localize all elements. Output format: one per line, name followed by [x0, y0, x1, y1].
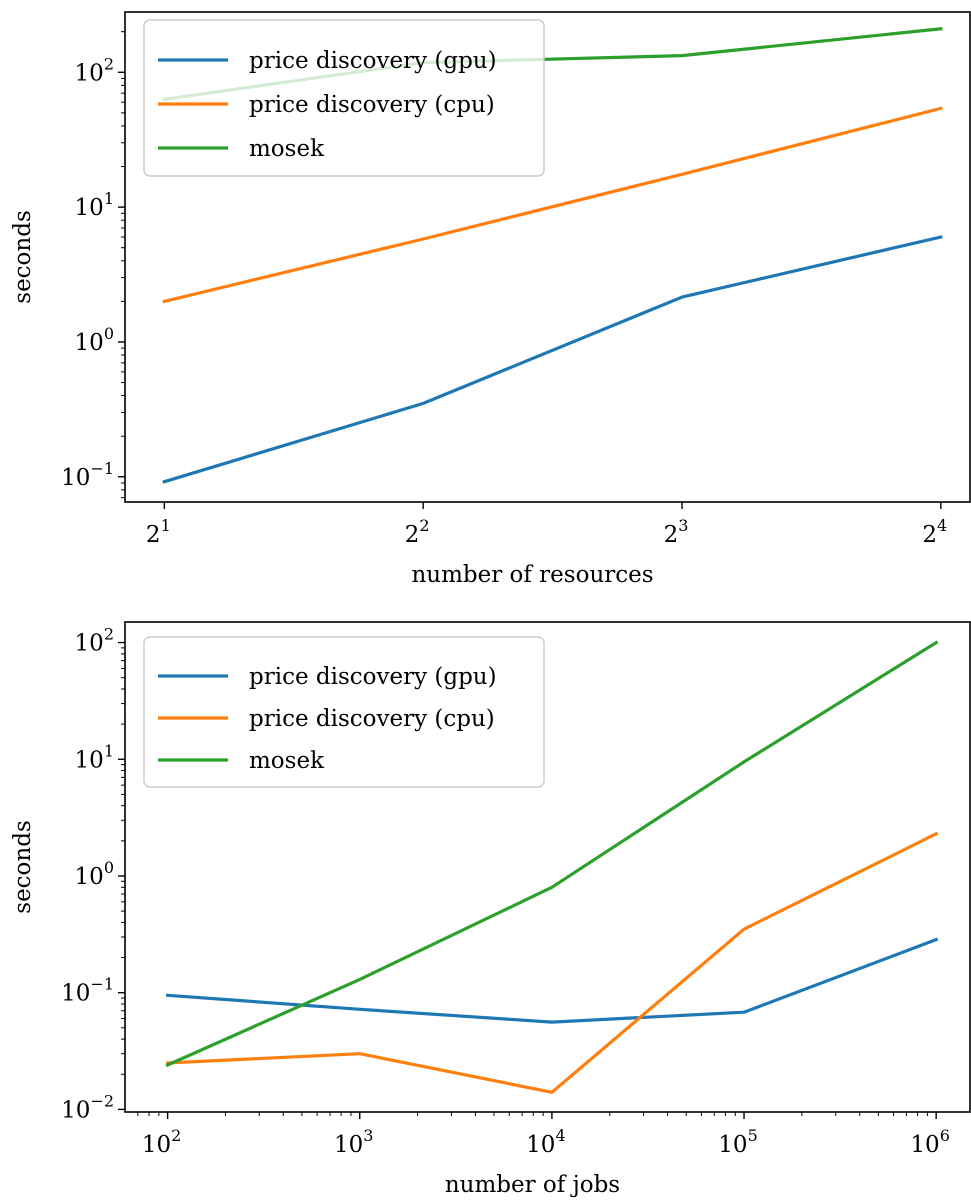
y-tick-label: 100 — [75, 324, 114, 356]
legend-label: price discovery (gpu) — [249, 48, 497, 74]
legend-box — [143, 636, 545, 788]
x-tick-label: 102 — [142, 1126, 181, 1158]
x-tick-label: 103 — [334, 1126, 373, 1158]
series-line-2 — [162, 106, 943, 304]
y-tick-label: 10−2 — [61, 1091, 114, 1123]
legend-label: price discovery (cpu) — [249, 92, 495, 118]
legend: price discovery (gpu) price discovery (cp… — [143, 19, 545, 177]
chart-2: 10−2 10−1 100 101 102 102 103 104 105 106 number o… — [10, 621, 971, 1198]
legend-box — [143, 19, 545, 177]
x-tick-label: 106 — [910, 1126, 949, 1158]
legend: price discovery (gpu) price discovery (cp… — [143, 636, 545, 788]
series-line-1 — [162, 235, 943, 484]
y-tick-label: 10−1 — [61, 459, 114, 491]
x-axis-label: number of jobs — [445, 1172, 620, 1198]
y-axis-label: seconds — [10, 820, 36, 913]
series-line-3 — [165, 640, 939, 1068]
x-tick-label: 105 — [718, 1126, 757, 1158]
y-tick-label: 10−1 — [61, 975, 114, 1007]
y-tick-label: 102 — [75, 54, 114, 86]
x-tick-label: 23 — [664, 516, 689, 548]
plot-frame — [124, 11, 971, 503]
legend-label: mosek — [249, 748, 325, 774]
series-line-1 — [165, 937, 939, 1024]
y-tick-label: 101 — [75, 189, 114, 221]
chart-1: 10−1 100 101 102 21 22 23 24 number of resources… — [10, 11, 971, 588]
x-tick-label: 24 — [922, 516, 947, 548]
legend-label: price discovery (cpu) — [249, 706, 495, 732]
x-tick-label: 21 — [146, 516, 171, 548]
series-line-2 — [165, 831, 939, 1094]
y-tick-label: 100 — [75, 858, 114, 890]
y-axis-label: seconds — [10, 210, 36, 303]
x-axis-label: number of resources — [411, 562, 653, 588]
x-tick-label: 22 — [405, 516, 430, 548]
y-tick-label: 102 — [75, 625, 114, 657]
y-tick-label: 101 — [75, 741, 114, 773]
plot-frame — [124, 621, 971, 1113]
x-tick-label: 104 — [526, 1126, 565, 1158]
legend-label: mosek — [249, 136, 325, 162]
legend-label: price discovery (gpu) — [249, 664, 497, 690]
